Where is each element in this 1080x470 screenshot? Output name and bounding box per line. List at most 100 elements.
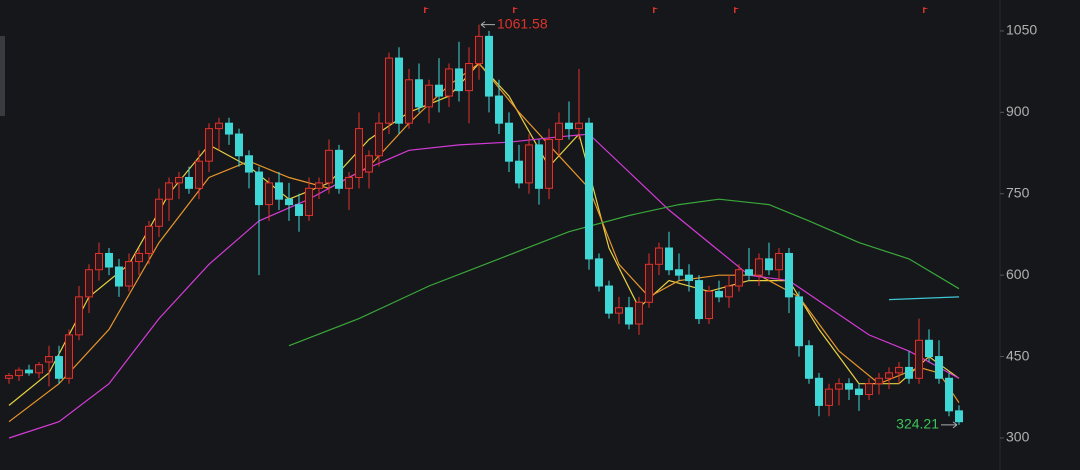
candle-body (925, 339, 933, 358)
candle-body (615, 307, 623, 314)
candle-body (595, 258, 603, 287)
candle-body (375, 122, 383, 157)
candle-body (715, 290, 723, 298)
candle-body (705, 290, 713, 320)
candle-body (545, 138, 553, 189)
candle-body (325, 149, 333, 184)
candle-body (445, 68, 453, 97)
candle-body (525, 144, 533, 184)
candle-body (935, 356, 943, 379)
candle-body (125, 261, 133, 287)
candle-body (475, 35, 483, 64)
candle-body (175, 176, 183, 184)
candle-body (605, 285, 613, 314)
candle-body (495, 95, 503, 124)
candle-body (855, 388, 863, 396)
candle-body (45, 356, 53, 363)
candle-body (215, 122, 223, 130)
y-tick-label: 1050 (1006, 22, 1037, 38)
candle-body (245, 155, 253, 173)
candle-body (65, 334, 73, 379)
candle-body (185, 176, 193, 189)
candle-body (665, 247, 673, 271)
candle-body (725, 285, 733, 298)
candle-body (335, 149, 343, 189)
candle-body (885, 372, 893, 379)
candle-body (355, 128, 363, 178)
candle-body (415, 79, 423, 108)
candle-body (25, 369, 33, 374)
ma-line (888, 296, 960, 301)
y-tick-label: 900 (1006, 103, 1030, 119)
candle-body (455, 68, 463, 92)
flag (923, 7, 929, 13)
candle-body (755, 258, 763, 276)
candle-body (435, 84, 443, 97)
candle-body (905, 366, 913, 379)
ma-line (8, 133, 960, 439)
candle-body (845, 383, 853, 390)
candle-body (805, 345, 813, 379)
candle-body (385, 57, 393, 124)
candle-body (675, 269, 683, 276)
y-tick-label: 300 (1006, 429, 1030, 445)
event-flags (424, 7, 929, 13)
candle-body (465, 62, 473, 92)
candle-body (955, 410, 963, 423)
y-tick-label: 600 (1006, 266, 1030, 282)
candle-body (75, 296, 83, 336)
ma-line (8, 62, 960, 423)
candle-body (425, 84, 433, 108)
candle-body (795, 296, 803, 347)
candle-body (815, 377, 823, 406)
candle-body (235, 133, 243, 157)
candle-body (265, 182, 273, 206)
candle-body (295, 204, 303, 216)
candle-body (255, 171, 263, 206)
flag (424, 7, 430, 13)
candle-body (205, 128, 213, 162)
candle-body (35, 364, 43, 374)
candle-body (575, 122, 583, 130)
flag (734, 7, 740, 13)
candle-body (555, 122, 563, 140)
candle-body (535, 144, 543, 189)
flag (513, 7, 519, 13)
candle-body (195, 160, 203, 189)
candle-body (405, 79, 413, 124)
candle-body (165, 182, 173, 200)
arrow (941, 421, 958, 429)
candle-body (505, 122, 513, 162)
candle-body (865, 383, 873, 396)
candle-body (645, 263, 653, 303)
candle-body (155, 198, 163, 227)
candle-body (55, 356, 63, 379)
candle-body (835, 383, 843, 390)
candle-body (485, 35, 493, 97)
candle-body (135, 252, 143, 263)
candle-body (115, 266, 123, 287)
flag (653, 7, 659, 13)
candle-body (15, 369, 23, 377)
candle-body (945, 377, 953, 412)
candle-body (5, 375, 13, 379)
candle-body (275, 182, 283, 200)
candle-body (515, 160, 523, 184)
candle-body (395, 57, 403, 124)
candle-body (915, 339, 923, 379)
candle-body (685, 274, 693, 282)
candle-body (785, 252, 793, 298)
candle-body (85, 269, 93, 298)
candle-body (585, 122, 593, 260)
min-label: 324.21 (896, 416, 939, 432)
candle-body (225, 122, 233, 135)
candle-body (745, 269, 753, 276)
candle-body (95, 252, 103, 271)
candle-body (775, 252, 783, 271)
arrow (480, 21, 495, 29)
candle-body (695, 280, 703, 320)
y-tick-label: 750 (1006, 184, 1030, 200)
candle-body (765, 258, 773, 271)
